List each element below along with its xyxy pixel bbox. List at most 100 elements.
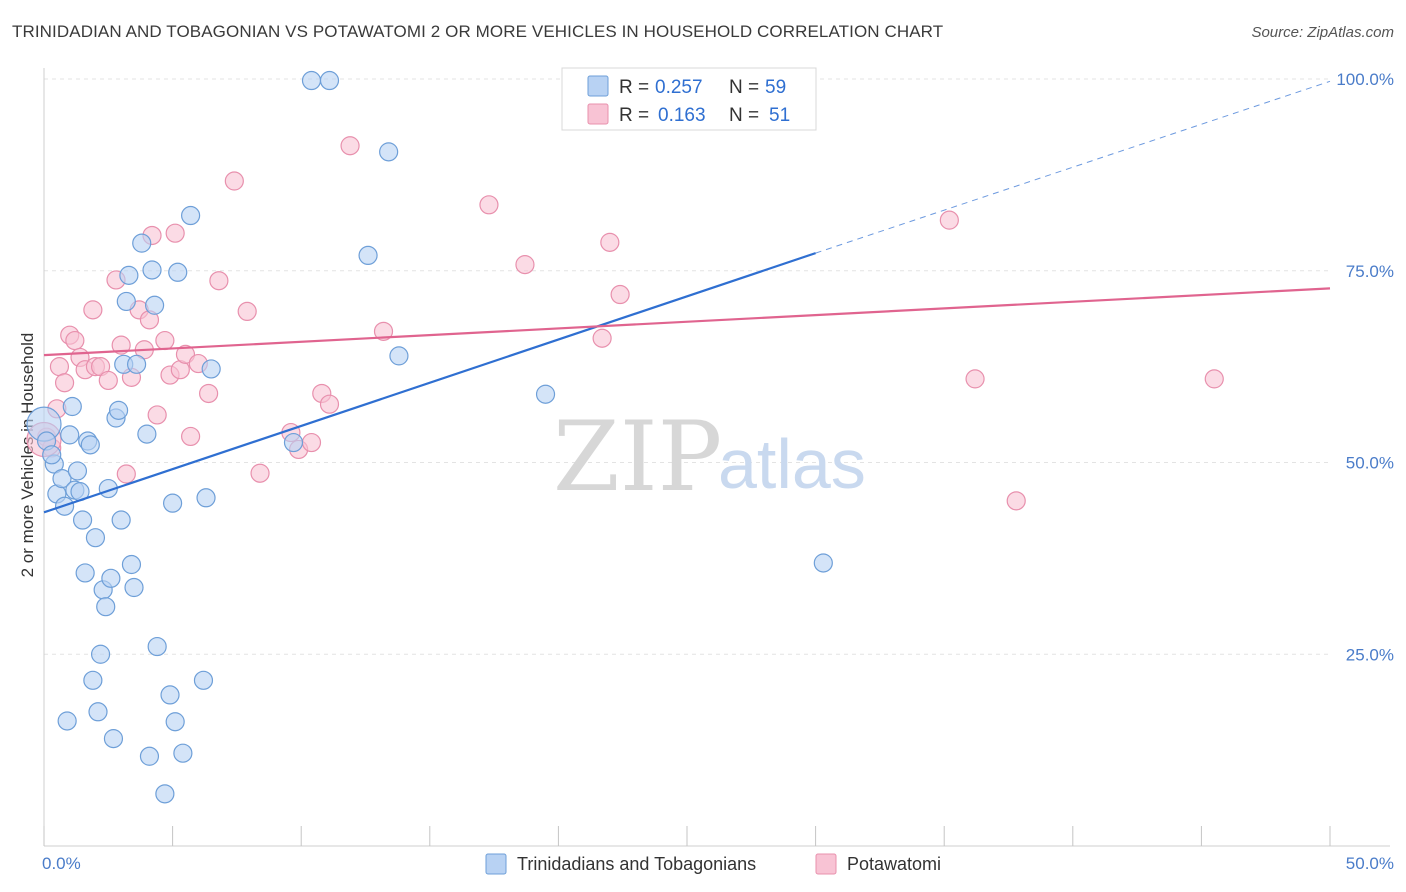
trinidadian-point — [103, 729, 124, 749]
trinidadian-point — [85, 528, 106, 548]
potawatomi-point — [98, 370, 118, 391]
trinidadian-point — [52, 469, 72, 489]
potawatomi-point — [181, 426, 201, 447]
potawatomi-trend-line — [43, 287, 1331, 357]
bottom-legend-label: Potawatomi — [847, 854, 941, 874]
trinidadian-point — [389, 346, 409, 366]
trinidadian-point — [181, 205, 201, 226]
trinidadian-point — [124, 577, 144, 598]
legend-r-value: 0.257 — [655, 77, 703, 98]
potawatomi-point — [965, 369, 985, 389]
y-tick-label: 25.0% — [1346, 645, 1394, 664]
trinidadian-point — [72, 510, 93, 530]
potawatomi-point — [199, 383, 219, 404]
potawatomi-point — [83, 300, 103, 320]
potawatomi-point — [1204, 369, 1224, 389]
trinidadian-point — [283, 432, 304, 453]
trinidadian-point — [813, 553, 833, 573]
trinidadian-point — [319, 70, 340, 91]
x-tick-label: 0.0% — [42, 854, 81, 873]
trinidadian-point — [155, 784, 175, 804]
potawatomi-point — [250, 463, 270, 483]
bottom-legend: Trinidadians and Tobagonians Potawatomi — [485, 853, 941, 875]
trinidadian-point — [42, 445, 62, 465]
trinidadian-point — [62, 396, 82, 417]
potawatomi-point — [939, 210, 959, 230]
trinidadian-point — [111, 510, 131, 530]
trinidadian-point — [137, 424, 157, 444]
x-tick-label: 50.0% — [1346, 854, 1394, 873]
trinidadian-trend-line — [43, 252, 816, 514]
trinidadian-point — [60, 425, 80, 445]
trinidadian-point — [201, 359, 221, 379]
potawatomi-point — [237, 301, 257, 322]
bottom-legend-swatch-pink — [815, 853, 837, 875]
trinidadian-point — [301, 70, 322, 91]
potawatomi-point — [155, 330, 175, 351]
watermark-zip: ZIP — [553, 401, 722, 513]
trinidadian-point — [126, 354, 147, 374]
trinidadian-point — [139, 746, 160, 766]
bottom-legend-swatch-blue — [485, 853, 507, 875]
chart-title: TRINIDADIAN AND TOBAGONIAN VS POTAWATOMI… — [12, 22, 944, 41]
trinidadian-point — [160, 685, 180, 705]
potawatomi-point — [116, 464, 136, 484]
trinidadian-point — [535, 384, 556, 404]
trinidadian-point — [144, 295, 165, 315]
trinidadian-point — [132, 233, 152, 253]
trinidadian-point — [142, 260, 162, 280]
potawatomi-point — [592, 328, 612, 348]
potawatomi-point — [373, 321, 394, 341]
trinidadian-point — [121, 554, 142, 575]
legend-swatch-pink — [587, 103, 609, 125]
trinidadian-point — [193, 670, 214, 690]
trinidadian-point — [90, 644, 111, 664]
potawatomi-point — [49, 357, 70, 377]
legend-n-label: N = — [729, 77, 759, 98]
legend-r-label: R = — [619, 105, 649, 126]
trinidadian-trend-extension — [815, 80, 1331, 254]
potawatomi-point — [479, 195, 499, 215]
trinidadian-points — [26, 70, 833, 804]
trinidadian-point — [379, 142, 399, 162]
trinidadian-point — [196, 488, 216, 508]
y-tick-label: 100.0% — [1336, 70, 1394, 89]
potawatomi-point — [319, 394, 340, 414]
potawatomi-point — [111, 335, 131, 355]
bottom-legend-label: Trinidadians and Tobagonians — [517, 854, 756, 874]
trinidadian-point — [119, 265, 139, 285]
top-legend: R = 0.257 N = 59 R = 0.163 N = 51 — [561, 67, 817, 131]
trinidadian-point — [57, 711, 77, 731]
trinidadian-point — [173, 743, 193, 763]
legend-r-value: 0.163 — [658, 105, 706, 126]
trinidadian-point — [168, 262, 188, 282]
potawatomi-point — [301, 432, 322, 453]
trinidadian-point — [80, 435, 100, 455]
trinidadian-point — [163, 493, 183, 513]
legend-n-value: 59 — [765, 77, 786, 98]
legend-n-value: 51 — [769, 105, 790, 126]
trinidadian-point — [165, 712, 185, 732]
gridlines — [44, 78, 1330, 655]
potawatomi-point — [340, 136, 360, 156]
potawatomi-point — [515, 255, 535, 275]
potawatomi-point — [165, 223, 185, 243]
potawatomi-point — [224, 171, 244, 191]
trinidadian-point — [88, 702, 108, 722]
potawatomi-point — [610, 284, 630, 305]
potawatomi-point — [147, 405, 167, 425]
watermark: ZIP atlas — [553, 401, 866, 513]
potawatomi-point — [65, 330, 85, 351]
trinidadian-point — [96, 597, 116, 617]
potawatomi-point — [209, 271, 229, 291]
y-tick-label: 50.0% — [1346, 454, 1394, 473]
trinidadian-point — [116, 291, 136, 312]
trinidadian-point — [101, 568, 121, 588]
y-tick-label: 75.0% — [1346, 262, 1394, 281]
potawatomi-point — [1006, 491, 1026, 511]
potawatomi-point — [600, 232, 620, 252]
legend-r-label: R = — [619, 77, 649, 98]
source-label: Source: ZipAtlas.com — [1251, 24, 1394, 41]
trinidadian-point — [108, 400, 129, 420]
